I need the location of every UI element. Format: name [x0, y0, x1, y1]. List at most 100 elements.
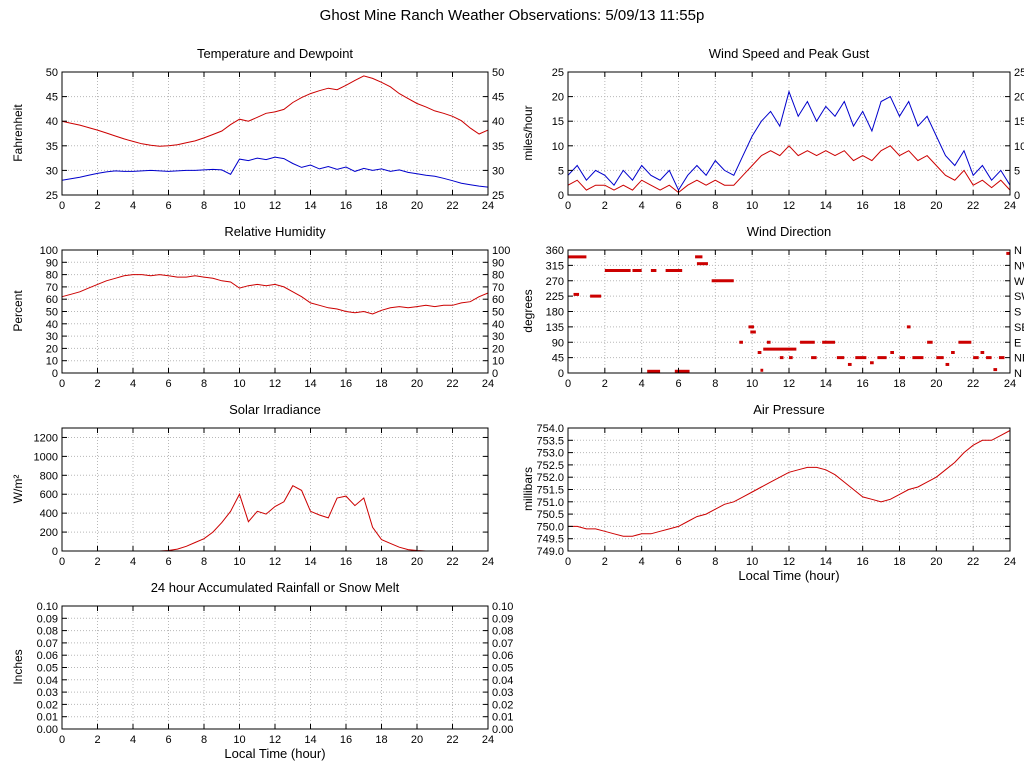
- svg-text:24: 24: [482, 378, 494, 390]
- svg-text:12: 12: [269, 734, 281, 746]
- svg-text:2: 2: [94, 734, 100, 746]
- svg-text:N: N: [1014, 245, 1022, 257]
- svg-text:2: 2: [94, 378, 100, 390]
- svg-text:15: 15: [552, 116, 564, 128]
- svg-text:14: 14: [304, 556, 316, 568]
- svg-text:100: 100: [492, 245, 510, 257]
- svg-text:12: 12: [269, 556, 281, 568]
- svg-text:18: 18: [375, 378, 387, 390]
- svg-text:800: 800: [40, 470, 58, 482]
- svg-text:N: N: [1014, 368, 1022, 380]
- svg-text:8: 8: [201, 200, 207, 212]
- svg-text:25: 25: [46, 190, 58, 202]
- svg-text:4: 4: [639, 378, 645, 390]
- svg-text:24: 24: [482, 556, 494, 568]
- svg-text:6: 6: [675, 200, 681, 212]
- svg-text:30: 30: [46, 165, 58, 177]
- svg-text:10: 10: [233, 734, 245, 746]
- air-pressure-plot: 0 2 4 6 8 10 12 14 16 18 20 22 24749.0749.5750.0750.…: [536, 423, 1016, 568]
- svg-text:6: 6: [165, 556, 171, 568]
- svg-text:40: 40: [492, 116, 504, 128]
- svg-text:400: 400: [40, 508, 58, 520]
- svg-text:70: 70: [46, 282, 58, 294]
- svg-text:10: 10: [233, 378, 245, 390]
- svg-text:SW: SW: [1014, 291, 1024, 303]
- chart-title-air-pressure: Air Pressure: [753, 402, 825, 417]
- svg-text:6: 6: [675, 556, 681, 568]
- svg-text:8: 8: [201, 556, 207, 568]
- svg-text:0: 0: [1014, 190, 1020, 202]
- svg-text:0: 0: [492, 368, 498, 380]
- svg-text:90: 90: [492, 257, 504, 269]
- rainfall-plot: 0 2 4 6 8 10 12 14 16 18 20 22 240.00 0.000.01 0.010.0…: [37, 601, 514, 746]
- svg-text:0.01: 0.01: [37, 712, 58, 724]
- svg-text:0.03: 0.03: [492, 687, 513, 699]
- svg-text:24: 24: [1004, 200, 1016, 212]
- chart-accumulated-rainfall: 24 hour Accumulated Rainfall or Snow Mel…: [0, 574, 514, 768]
- svg-text:14: 14: [304, 734, 316, 746]
- svg-text:750.0: 750.0: [536, 521, 564, 533]
- svg-text:4: 4: [130, 734, 136, 746]
- svg-text:752.5: 752.5: [536, 460, 564, 472]
- svg-text:45: 45: [492, 92, 504, 104]
- svg-text:10: 10: [746, 200, 758, 212]
- svg-text:35: 35: [46, 141, 58, 153]
- svg-text:22: 22: [967, 378, 979, 390]
- svg-text:0.06: 0.06: [492, 650, 513, 662]
- svg-text:16: 16: [340, 200, 352, 212]
- svg-text:W: W: [1014, 276, 1024, 288]
- svg-text:4: 4: [130, 200, 136, 212]
- svg-text:50: 50: [46, 67, 58, 79]
- svg-text:225: 225: [546, 291, 564, 303]
- svg-text:40: 40: [46, 319, 58, 331]
- svg-text:10: 10: [233, 200, 245, 212]
- svg-text:0.07: 0.07: [37, 638, 58, 650]
- svg-text:0: 0: [565, 556, 571, 568]
- svg-text:12: 12: [269, 200, 281, 212]
- svg-text:0.09: 0.09: [37, 613, 58, 625]
- svg-text:270: 270: [546, 276, 564, 288]
- svg-text:2: 2: [94, 200, 100, 212]
- svg-text:749.5: 749.5: [536, 534, 564, 546]
- svg-text:14: 14: [820, 556, 832, 568]
- svg-text:2: 2: [94, 556, 100, 568]
- svg-text:10: 10: [746, 378, 758, 390]
- svg-text:200: 200: [40, 527, 58, 539]
- svg-text:14: 14: [304, 200, 316, 212]
- svg-text:0.03: 0.03: [37, 687, 58, 699]
- page-title: Ghost Mine Ranch Weather Observations: 5…: [319, 7, 705, 24]
- svg-text:8: 8: [712, 200, 718, 212]
- svg-text:180: 180: [546, 307, 564, 319]
- svg-text:24: 24: [482, 734, 494, 746]
- svg-text:18: 18: [375, 734, 387, 746]
- svg-text:45: 45: [552, 353, 564, 365]
- svg-text:40: 40: [492, 319, 504, 331]
- svg-text:80: 80: [492, 270, 504, 282]
- svg-text:18: 18: [893, 556, 905, 568]
- svg-text:750.5: 750.5: [536, 509, 564, 521]
- svg-text:50: 50: [46, 307, 58, 319]
- svg-text:0: 0: [558, 368, 564, 380]
- svg-text:18: 18: [893, 200, 905, 212]
- svg-text:40: 40: [46, 116, 58, 128]
- svg-text:0.08: 0.08: [492, 626, 513, 638]
- svg-text:135: 135: [546, 322, 564, 334]
- svg-text:753.5: 753.5: [536, 435, 564, 447]
- svg-text:70: 70: [492, 282, 504, 294]
- svg-text:25: 25: [1014, 67, 1024, 79]
- svg-text:80: 80: [46, 270, 58, 282]
- chart-title-temperature-dewpoint: Temperature and Dewpoint: [196, 46, 354, 61]
- svg-text:20: 20: [46, 343, 58, 355]
- svg-text:2: 2: [602, 378, 608, 390]
- svg-text:0.02: 0.02: [37, 699, 58, 711]
- svg-text:30: 30: [492, 165, 504, 177]
- svg-text:24: 24: [1004, 378, 1016, 390]
- svg-text:753.0: 753.0: [536, 448, 564, 460]
- svg-text:12: 12: [783, 556, 795, 568]
- svg-text:600: 600: [40, 489, 58, 501]
- svg-text:25: 25: [552, 67, 564, 79]
